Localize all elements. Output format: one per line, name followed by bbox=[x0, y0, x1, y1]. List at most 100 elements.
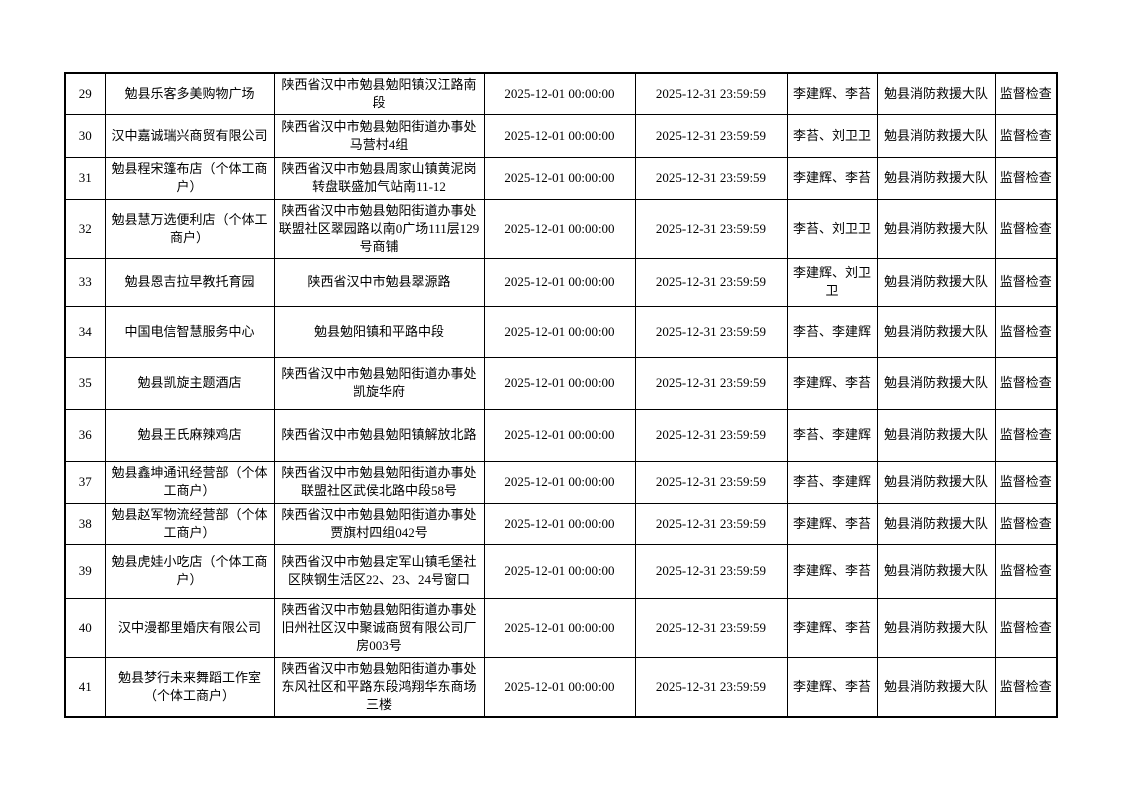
agency-cell: 勉县消防救援大队 bbox=[876, 356, 996, 410]
entity-name-cell: 勉县鑫坤通讯经营部（个体工商户） bbox=[104, 460, 275, 504]
table-row: 29 勉县乐客多美购物广场 陕西省汉中市勉县勉阳镇汉江路南段 2025-12-01 0… bbox=[64, 72, 1058, 115]
entity-name-cell: 勉县恩吉拉早教托育园 bbox=[104, 257, 275, 307]
end-time-cell: 2025-12-31 23:59:59 bbox=[634, 408, 788, 462]
start-time-cell: 2025-12-01 00:00:00 bbox=[483, 408, 636, 462]
end-time-cell: 2025-12-31 23:59:59 bbox=[634, 305, 788, 358]
table-row: 41 勉县梦行未来舞蹈工作室（个体工商户） 陕西省汉中市勉县勉阳街道办事处东风社区和… bbox=[64, 656, 1058, 718]
table-row: 33 勉县恩吉拉早教托育园 陕西省汉中市勉县翠源路 2025-12-01 00:00:… bbox=[64, 257, 1058, 307]
start-time-cell: 2025-12-01 00:00:00 bbox=[483, 156, 636, 200]
end-time-cell: 2025-12-31 23:59:59 bbox=[634, 198, 788, 259]
row-number-cell: 31 bbox=[64, 156, 106, 200]
entity-name-cell: 勉县慧万选便利店（个体工商户） bbox=[104, 198, 275, 259]
end-time-cell: 2025-12-31 23:59:59 bbox=[634, 356, 788, 410]
address-cell: 陕西省汉中市勉县勉阳街道办事处旧州社区汉中聚诚商贸有限公司厂房003号 bbox=[273, 597, 485, 658]
entity-name-cell: 勉县虎娃小吃店（个体工商户） bbox=[104, 543, 275, 599]
check-type-cell: 监督检查 bbox=[994, 408, 1058, 462]
entity-name-cell: 勉县赵军物流经营部（个体工商户） bbox=[104, 502, 275, 545]
row-number-cell: 35 bbox=[64, 356, 106, 410]
row-number-cell: 36 bbox=[64, 408, 106, 462]
entity-name-cell: 汉中漫都里婚庆有限公司 bbox=[104, 597, 275, 658]
row-number-cell: 37 bbox=[64, 460, 106, 504]
check-type-cell: 监督检查 bbox=[994, 198, 1058, 259]
table-row: 38 勉县赵军物流经营部（个体工商户） 陕西省汉中市勉县勉阳街道办事处贾旗村四组04… bbox=[64, 502, 1058, 545]
address-cell: 陕西省汉中市勉县勉阳镇汉江路南段 bbox=[273, 72, 485, 115]
end-time-cell: 2025-12-31 23:59:59 bbox=[634, 460, 788, 504]
agency-cell: 勉县消防救援大队 bbox=[876, 72, 996, 115]
start-time-cell: 2025-12-01 00:00:00 bbox=[483, 113, 636, 158]
agency-cell: 勉县消防救援大队 bbox=[876, 543, 996, 599]
start-time-cell: 2025-12-01 00:00:00 bbox=[483, 198, 636, 259]
row-number-cell: 32 bbox=[64, 198, 106, 259]
table-row: 32 勉县慧万选便利店（个体工商户） 陕西省汉中市勉县勉阳街道办事处联盟社区翠园路以… bbox=[64, 198, 1058, 259]
agency-cell: 勉县消防救援大队 bbox=[876, 113, 996, 158]
entity-name-cell: 勉县凯旋主题酒店 bbox=[104, 356, 275, 410]
row-number-cell: 39 bbox=[64, 543, 106, 599]
inspectors-cell: 李苔、刘卫卫 bbox=[786, 113, 878, 158]
end-time-cell: 2025-12-31 23:59:59 bbox=[634, 113, 788, 158]
inspectors-cell: 李苔、李建辉 bbox=[786, 460, 878, 504]
agency-cell: 勉县消防救援大队 bbox=[876, 460, 996, 504]
start-time-cell: 2025-12-01 00:00:00 bbox=[483, 502, 636, 545]
agency-cell: 勉县消防救援大队 bbox=[876, 656, 996, 718]
end-time-cell: 2025-12-31 23:59:59 bbox=[634, 502, 788, 545]
table-body: 29 勉县乐客多美购物广场 陕西省汉中市勉县勉阳镇汉江路南段 2025-12-01 0… bbox=[64, 72, 1058, 718]
entity-name-cell: 勉县梦行未来舞蹈工作室（个体工商户） bbox=[104, 656, 275, 718]
check-type-cell: 监督检查 bbox=[994, 502, 1058, 545]
check-type-cell: 监督检查 bbox=[994, 656, 1058, 718]
inspectors-cell: 李建辉、李苔 bbox=[786, 597, 878, 658]
agency-cell: 勉县消防救援大队 bbox=[876, 408, 996, 462]
row-number-cell: 34 bbox=[64, 305, 106, 358]
table-row: 35 勉县凯旋主题酒店 陕西省汉中市勉县勉阳街道办事处凯旋华府 2025-12-01 … bbox=[64, 356, 1058, 410]
check-type-cell: 监督检查 bbox=[994, 597, 1058, 658]
agency-cell: 勉县消防救援大队 bbox=[876, 257, 996, 307]
check-type-cell: 监督检查 bbox=[994, 460, 1058, 504]
end-time-cell: 2025-12-31 23:59:59 bbox=[634, 156, 788, 200]
address-cell: 陕西省汉中市勉县勉阳街道办事处凯旋华府 bbox=[273, 356, 485, 410]
table-row: 36 勉县王氏麻辣鸡店 陕西省汉中市勉县勉阳镇解放北路 2025-12-01 00:0… bbox=[64, 408, 1058, 462]
check-type-cell: 监督检查 bbox=[994, 72, 1058, 115]
row-number-cell: 41 bbox=[64, 656, 106, 718]
end-time-cell: 2025-12-31 23:59:59 bbox=[634, 597, 788, 658]
inspectors-cell: 李建辉、李苔 bbox=[786, 72, 878, 115]
start-time-cell: 2025-12-01 00:00:00 bbox=[483, 356, 636, 410]
row-number-cell: 29 bbox=[64, 72, 106, 115]
row-number-cell: 33 bbox=[64, 257, 106, 307]
address-cell: 陕西省汉中市勉县勉阳街道办事处联盟社区武侯北路中段58号 bbox=[273, 460, 485, 504]
inspectors-cell: 李苔、刘卫卫 bbox=[786, 198, 878, 259]
inspectors-cell: 李建辉、李苔 bbox=[786, 502, 878, 545]
agency-cell: 勉县消防救援大队 bbox=[876, 156, 996, 200]
check-type-cell: 监督检查 bbox=[994, 356, 1058, 410]
address-cell: 陕西省汉中市勉县勉阳镇解放北路 bbox=[273, 408, 485, 462]
address-cell: 陕西省汉中市勉县勉阳街道办事处贾旗村四组042号 bbox=[273, 502, 485, 545]
inspectors-cell: 李建辉、李苔 bbox=[786, 356, 878, 410]
check-type-cell: 监督检查 bbox=[994, 543, 1058, 599]
inspectors-cell: 李苔、李建辉 bbox=[786, 408, 878, 462]
table-row: 39 勉县虎娃小吃店（个体工商户） 陕西省汉中市勉县定军山镇毛堡社区陕钢生活区22、… bbox=[64, 543, 1058, 599]
start-time-cell: 2025-12-01 00:00:00 bbox=[483, 543, 636, 599]
start-time-cell: 2025-12-01 00:00:00 bbox=[483, 72, 636, 115]
table-row: 40 汉中漫都里婚庆有限公司 陕西省汉中市勉县勉阳街道办事处旧州社区汉中聚诚商贸有限… bbox=[64, 597, 1058, 658]
address-cell: 陕西省汉中市勉县翠源路 bbox=[273, 257, 485, 307]
entity-name-cell: 汉中嘉诚瑞兴商贸有限公司 bbox=[104, 113, 275, 158]
entity-name-cell: 勉县程宋篷布店（个体工商户） bbox=[104, 156, 275, 200]
agency-cell: 勉县消防救援大队 bbox=[876, 597, 996, 658]
address-cell: 陕西省汉中市勉县勉阳街道办事处马营村4组 bbox=[273, 113, 485, 158]
entity-name-cell: 中国电信智慧服务中心 bbox=[104, 305, 275, 358]
agency-cell: 勉县消防救援大队 bbox=[876, 198, 996, 259]
agency-cell: 勉县消防救援大队 bbox=[876, 305, 996, 358]
inspection-schedule-table: 29 勉县乐客多美购物广场 陕西省汉中市勉县勉阳镇汉江路南段 2025-12-01 0… bbox=[64, 72, 1058, 718]
address-cell: 陕西省汉中市勉县定军山镇毛堡社区陕钢生活区22、23、24号窗口 bbox=[273, 543, 485, 599]
check-type-cell: 监督检查 bbox=[994, 257, 1058, 307]
row-number-cell: 40 bbox=[64, 597, 106, 658]
start-time-cell: 2025-12-01 00:00:00 bbox=[483, 460, 636, 504]
inspectors-cell: 李苔、李建辉 bbox=[786, 305, 878, 358]
inspectors-cell: 李建辉、李苔 bbox=[786, 543, 878, 599]
table-row: 30 汉中嘉诚瑞兴商贸有限公司 陕西省汉中市勉县勉阳街道办事处马营村4组 2025-1… bbox=[64, 113, 1058, 158]
table-row: 31 勉县程宋篷布店（个体工商户） 陕西省汉中市勉县周家山镇黄泥岗转盘联盛加气站南1… bbox=[64, 156, 1058, 200]
start-time-cell: 2025-12-01 00:00:00 bbox=[483, 597, 636, 658]
end-time-cell: 2025-12-31 23:59:59 bbox=[634, 656, 788, 718]
check-type-cell: 监督检查 bbox=[994, 305, 1058, 358]
check-type-cell: 监督检查 bbox=[994, 156, 1058, 200]
start-time-cell: 2025-12-01 00:00:00 bbox=[483, 305, 636, 358]
